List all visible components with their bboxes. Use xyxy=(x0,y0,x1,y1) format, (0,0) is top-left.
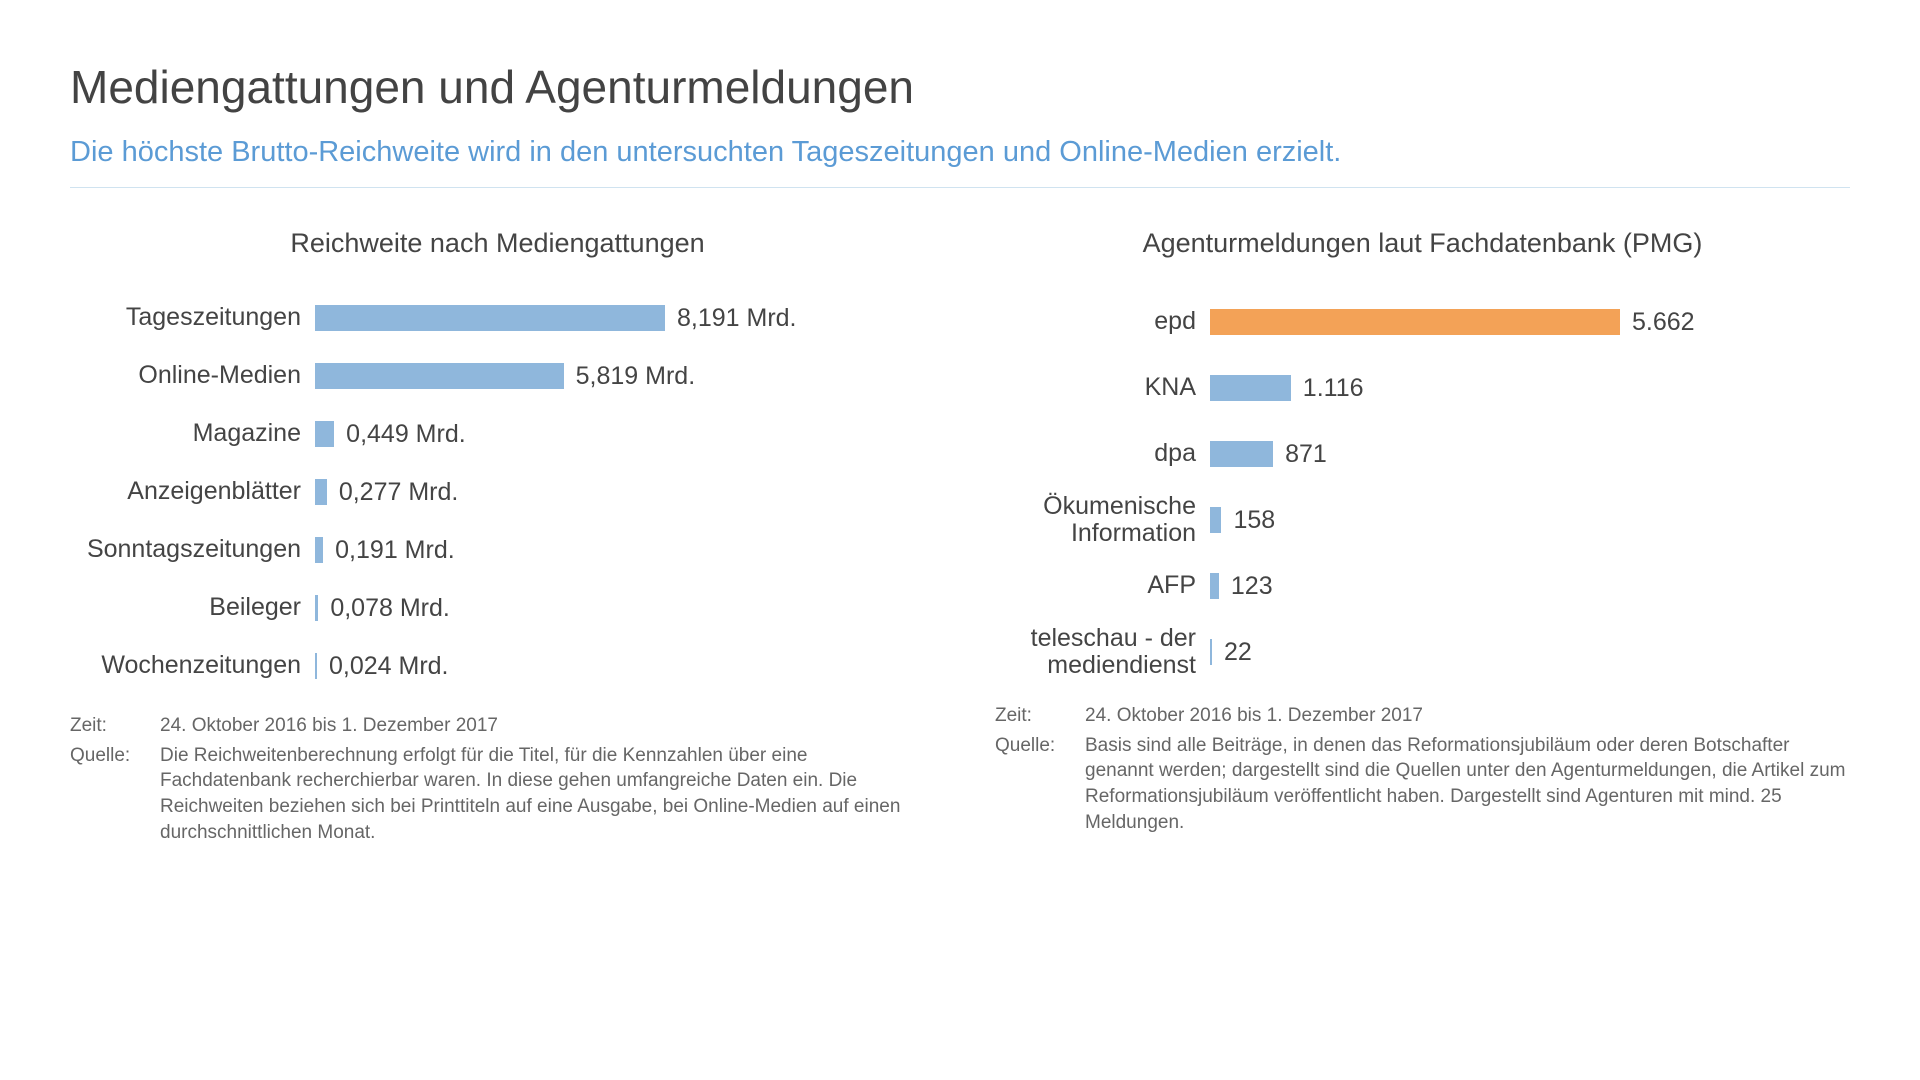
bar-fill xyxy=(1210,507,1221,533)
bar-track: 871 xyxy=(1210,440,1850,469)
bar-row: teleschau - der mediendienst22 xyxy=(995,619,1850,685)
bar-row: Magazine 0,449 Mrd. xyxy=(70,405,925,463)
bar-row: AFP 123 xyxy=(995,553,1850,619)
right-chart-title: Agenturmeldungen laut Fachdatenbank (PMG… xyxy=(995,228,1850,259)
bar-fill xyxy=(315,363,564,389)
footnote-zeit-value: 24. Oktober 2016 bis 1. Dezember 2017 xyxy=(160,713,925,739)
bar-label: Ökumenische Information xyxy=(995,493,1210,548)
left-chart-footnotes: Zeit: 24. Oktober 2016 bis 1. Dezember 2… xyxy=(70,713,925,845)
page-subtitle: Die höchste Brutto-Reichweite wird in de… xyxy=(70,136,1850,188)
bar-fill xyxy=(1210,309,1620,335)
bar-row: dpa 871 xyxy=(995,421,1850,487)
footnote-zeit-label: Zeit: xyxy=(995,703,1085,729)
bar-label: dpa xyxy=(995,440,1210,468)
bar-row: Tageszeitungen 8,191 Mrd. xyxy=(70,289,925,347)
bar-row: Online-Medien 5,819 Mrd. xyxy=(70,347,925,405)
bar-row: KNA 1.116 xyxy=(995,355,1850,421)
bar-label: Tageszeitungen xyxy=(70,304,315,332)
bar-track: 158 xyxy=(1210,506,1850,535)
bar-track: 22 xyxy=(1210,638,1850,667)
footnote-zeit-value: 24. Oktober 2016 bis 1. Dezember 2017 xyxy=(1085,703,1850,729)
bar-label: KNA xyxy=(995,374,1210,402)
bar-label: teleschau - der mediendienst xyxy=(995,625,1210,680)
bar-track: 0,024 Mrd. xyxy=(315,652,925,681)
bar-value: 8,191 Mrd. xyxy=(665,304,797,333)
bar-fill xyxy=(1210,441,1273,467)
bar-track: 8,191 Mrd. xyxy=(315,304,925,333)
bar-value: 0,191 Mrd. xyxy=(323,536,455,565)
bar-value: 22 xyxy=(1212,638,1252,667)
bar-label: Wochenzeitungen xyxy=(70,652,315,680)
bar-track: 5.662 xyxy=(1210,308,1850,337)
bar-row: Beileger0,078 Mrd. xyxy=(70,579,925,637)
bar-label: Sonntagszeitungen xyxy=(70,536,315,564)
bar-value: 1.116 xyxy=(1291,374,1364,403)
bar-fill xyxy=(315,479,327,505)
bar-track: 0,449 Mrd. xyxy=(315,420,925,449)
left-chart: Reichweite nach Mediengattungen Tageszei… xyxy=(70,228,925,849)
footnote-quelle-label: Quelle: xyxy=(70,743,160,846)
bar-track: 0,277 Mrd. xyxy=(315,478,925,507)
bar-fill xyxy=(1210,375,1291,401)
bar-value: 5,819 Mrd. xyxy=(564,362,696,391)
bar-fill xyxy=(315,305,665,331)
bar-row: Sonntagszeitungen 0,191 Mrd. xyxy=(70,521,925,579)
bar-track: 5,819 Mrd. xyxy=(315,362,925,391)
bar-value: 0,449 Mrd. xyxy=(334,420,466,449)
left-chart-bars: Tageszeitungen 8,191 Mrd. Online-Medien 5,8… xyxy=(70,289,925,695)
bar-value: 871 xyxy=(1273,440,1327,469)
right-chart-bars: epd 5.662 KNA 1.116 dpa 871 Ökumenische Inform… xyxy=(995,289,1850,685)
bar-row: Wochenzeitungen0,024 Mrd. xyxy=(70,637,925,695)
bar-track: 123 xyxy=(1210,572,1850,601)
bar-fill xyxy=(315,421,334,447)
right-chart-footnotes: Zeit: 24. Oktober 2016 bis 1. Dezember 2… xyxy=(995,703,1850,835)
bar-row: Ökumenische Information 158 xyxy=(995,487,1850,553)
bar-label: Anzeigenblätter xyxy=(70,478,315,506)
bar-value: 0,078 Mrd. xyxy=(318,594,450,623)
right-chart: Agenturmeldungen laut Fachdatenbank (PMG… xyxy=(995,228,1850,849)
page-title: Mediengattungen und Agenturmeldungen xyxy=(70,60,1850,114)
bar-row: Anzeigenblätter 0,277 Mrd. xyxy=(70,463,925,521)
bar-label: epd xyxy=(995,308,1210,336)
bar-track: 1.116 xyxy=(1210,374,1850,403)
bar-fill xyxy=(315,537,323,563)
bar-row: epd 5.662 xyxy=(995,289,1850,355)
bar-label: AFP xyxy=(995,572,1210,600)
bar-label: Beileger xyxy=(70,594,315,622)
bar-value: 0,024 Mrd. xyxy=(317,652,449,681)
left-chart-title: Reichweite nach Mediengattungen xyxy=(70,228,925,259)
charts-container: Reichweite nach Mediengattungen Tageszei… xyxy=(70,228,1850,849)
bar-track: 0,078 Mrd. xyxy=(315,594,925,623)
bar-track: 0,191 Mrd. xyxy=(315,536,925,565)
bar-fill xyxy=(1210,573,1219,599)
bar-value: 0,277 Mrd. xyxy=(327,478,459,507)
footnote-zeit-label: Zeit: xyxy=(70,713,160,739)
bar-value: 158 xyxy=(1221,506,1275,535)
footnote-quelle-label: Quelle: xyxy=(995,733,1085,836)
bar-value: 5.662 xyxy=(1620,308,1695,337)
bar-label: Online-Medien xyxy=(70,362,315,390)
footnote-quelle-value: Die Reichweitenberechnung erfolgt für di… xyxy=(160,743,925,846)
footnote-quelle-value: Basis sind alle Beiträge, in denen das R… xyxy=(1085,733,1850,836)
bar-value: 123 xyxy=(1219,572,1273,601)
bar-label: Magazine xyxy=(70,420,315,448)
